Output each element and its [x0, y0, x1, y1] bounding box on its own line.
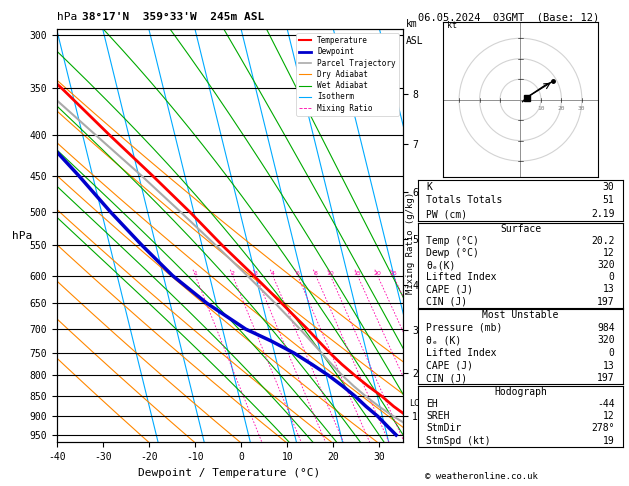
Text: θₑ(K): θₑ(K) [426, 260, 456, 270]
Text: Hodograph: Hodograph [494, 387, 547, 397]
Text: 8: 8 [314, 271, 318, 276]
Text: -44: -44 [597, 399, 615, 409]
Text: Pressure (mb): Pressure (mb) [426, 323, 503, 333]
Text: StmSpd (kt): StmSpd (kt) [426, 435, 491, 446]
Text: © weatheronline.co.uk: © weatheronline.co.uk [425, 472, 537, 481]
Text: 197: 197 [597, 373, 615, 383]
Text: 320: 320 [597, 260, 615, 270]
Text: PW (cm): PW (cm) [426, 209, 467, 219]
Text: LCL: LCL [409, 399, 425, 408]
Text: StmDir: StmDir [426, 423, 462, 434]
Text: CAPE (J): CAPE (J) [426, 361, 474, 371]
Text: 06.05.2024  03GMT  (Base: 12): 06.05.2024 03GMT (Base: 12) [418, 12, 599, 22]
Text: SREH: SREH [426, 411, 450, 421]
Text: K: K [426, 182, 432, 191]
Text: Mixing Ratio (g/kg): Mixing Ratio (g/kg) [406, 192, 415, 294]
Text: 30: 30 [578, 106, 586, 111]
Text: CIN (J): CIN (J) [426, 296, 467, 307]
Text: ASL: ASL [406, 36, 423, 47]
Text: Lifted Index: Lifted Index [426, 272, 497, 282]
Text: 12: 12 [603, 248, 615, 258]
Text: hPa: hPa [12, 231, 32, 241]
Text: 15: 15 [353, 271, 362, 276]
Text: 10: 10 [537, 106, 545, 111]
Text: Dewp (°C): Dewp (°C) [426, 248, 479, 258]
Text: 4: 4 [270, 271, 275, 276]
Text: 0: 0 [609, 272, 615, 282]
Text: 2: 2 [231, 271, 235, 276]
Text: 10: 10 [326, 271, 334, 276]
Text: 3: 3 [253, 271, 258, 276]
Text: 20: 20 [374, 271, 381, 276]
Text: 20.2: 20.2 [591, 236, 615, 246]
Text: 20: 20 [558, 106, 565, 111]
Text: 6: 6 [296, 271, 299, 276]
Text: Temp (°C): Temp (°C) [426, 236, 479, 246]
Text: 25: 25 [389, 271, 398, 276]
Text: km: km [406, 19, 418, 30]
Text: hPa: hPa [57, 12, 77, 22]
Text: 30: 30 [603, 182, 615, 191]
Text: 51: 51 [603, 195, 615, 206]
Text: 320: 320 [597, 335, 615, 346]
Text: Surface: Surface [500, 224, 541, 234]
Text: CAPE (J): CAPE (J) [426, 284, 474, 295]
Text: 12: 12 [603, 411, 615, 421]
Text: kt: kt [447, 21, 457, 30]
Text: 278°: 278° [591, 423, 615, 434]
Text: 13: 13 [603, 361, 615, 371]
Text: 19: 19 [603, 435, 615, 446]
Text: Lifted Index: Lifted Index [426, 348, 497, 358]
Text: CIN (J): CIN (J) [426, 373, 467, 383]
Text: EH: EH [426, 399, 438, 409]
Text: 984: 984 [597, 323, 615, 333]
Legend: Temperature, Dewpoint, Parcel Trajectory, Dry Adiabat, Wet Adiabat, Isotherm, Mi: Temperature, Dewpoint, Parcel Trajectory… [296, 33, 399, 116]
Text: Most Unstable: Most Unstable [482, 311, 559, 320]
Text: θₑ (K): θₑ (K) [426, 335, 462, 346]
Text: 2.19: 2.19 [591, 209, 615, 219]
X-axis label: Dewpoint / Temperature (°C): Dewpoint / Temperature (°C) [138, 468, 321, 478]
Text: 38°17'N  359°33'W  245m ASL: 38°17'N 359°33'W 245m ASL [82, 12, 264, 22]
Text: 0: 0 [609, 348, 615, 358]
Text: 1: 1 [193, 271, 198, 276]
Text: Totals Totals: Totals Totals [426, 195, 503, 206]
Text: 13: 13 [603, 284, 615, 295]
Text: 197: 197 [597, 296, 615, 307]
